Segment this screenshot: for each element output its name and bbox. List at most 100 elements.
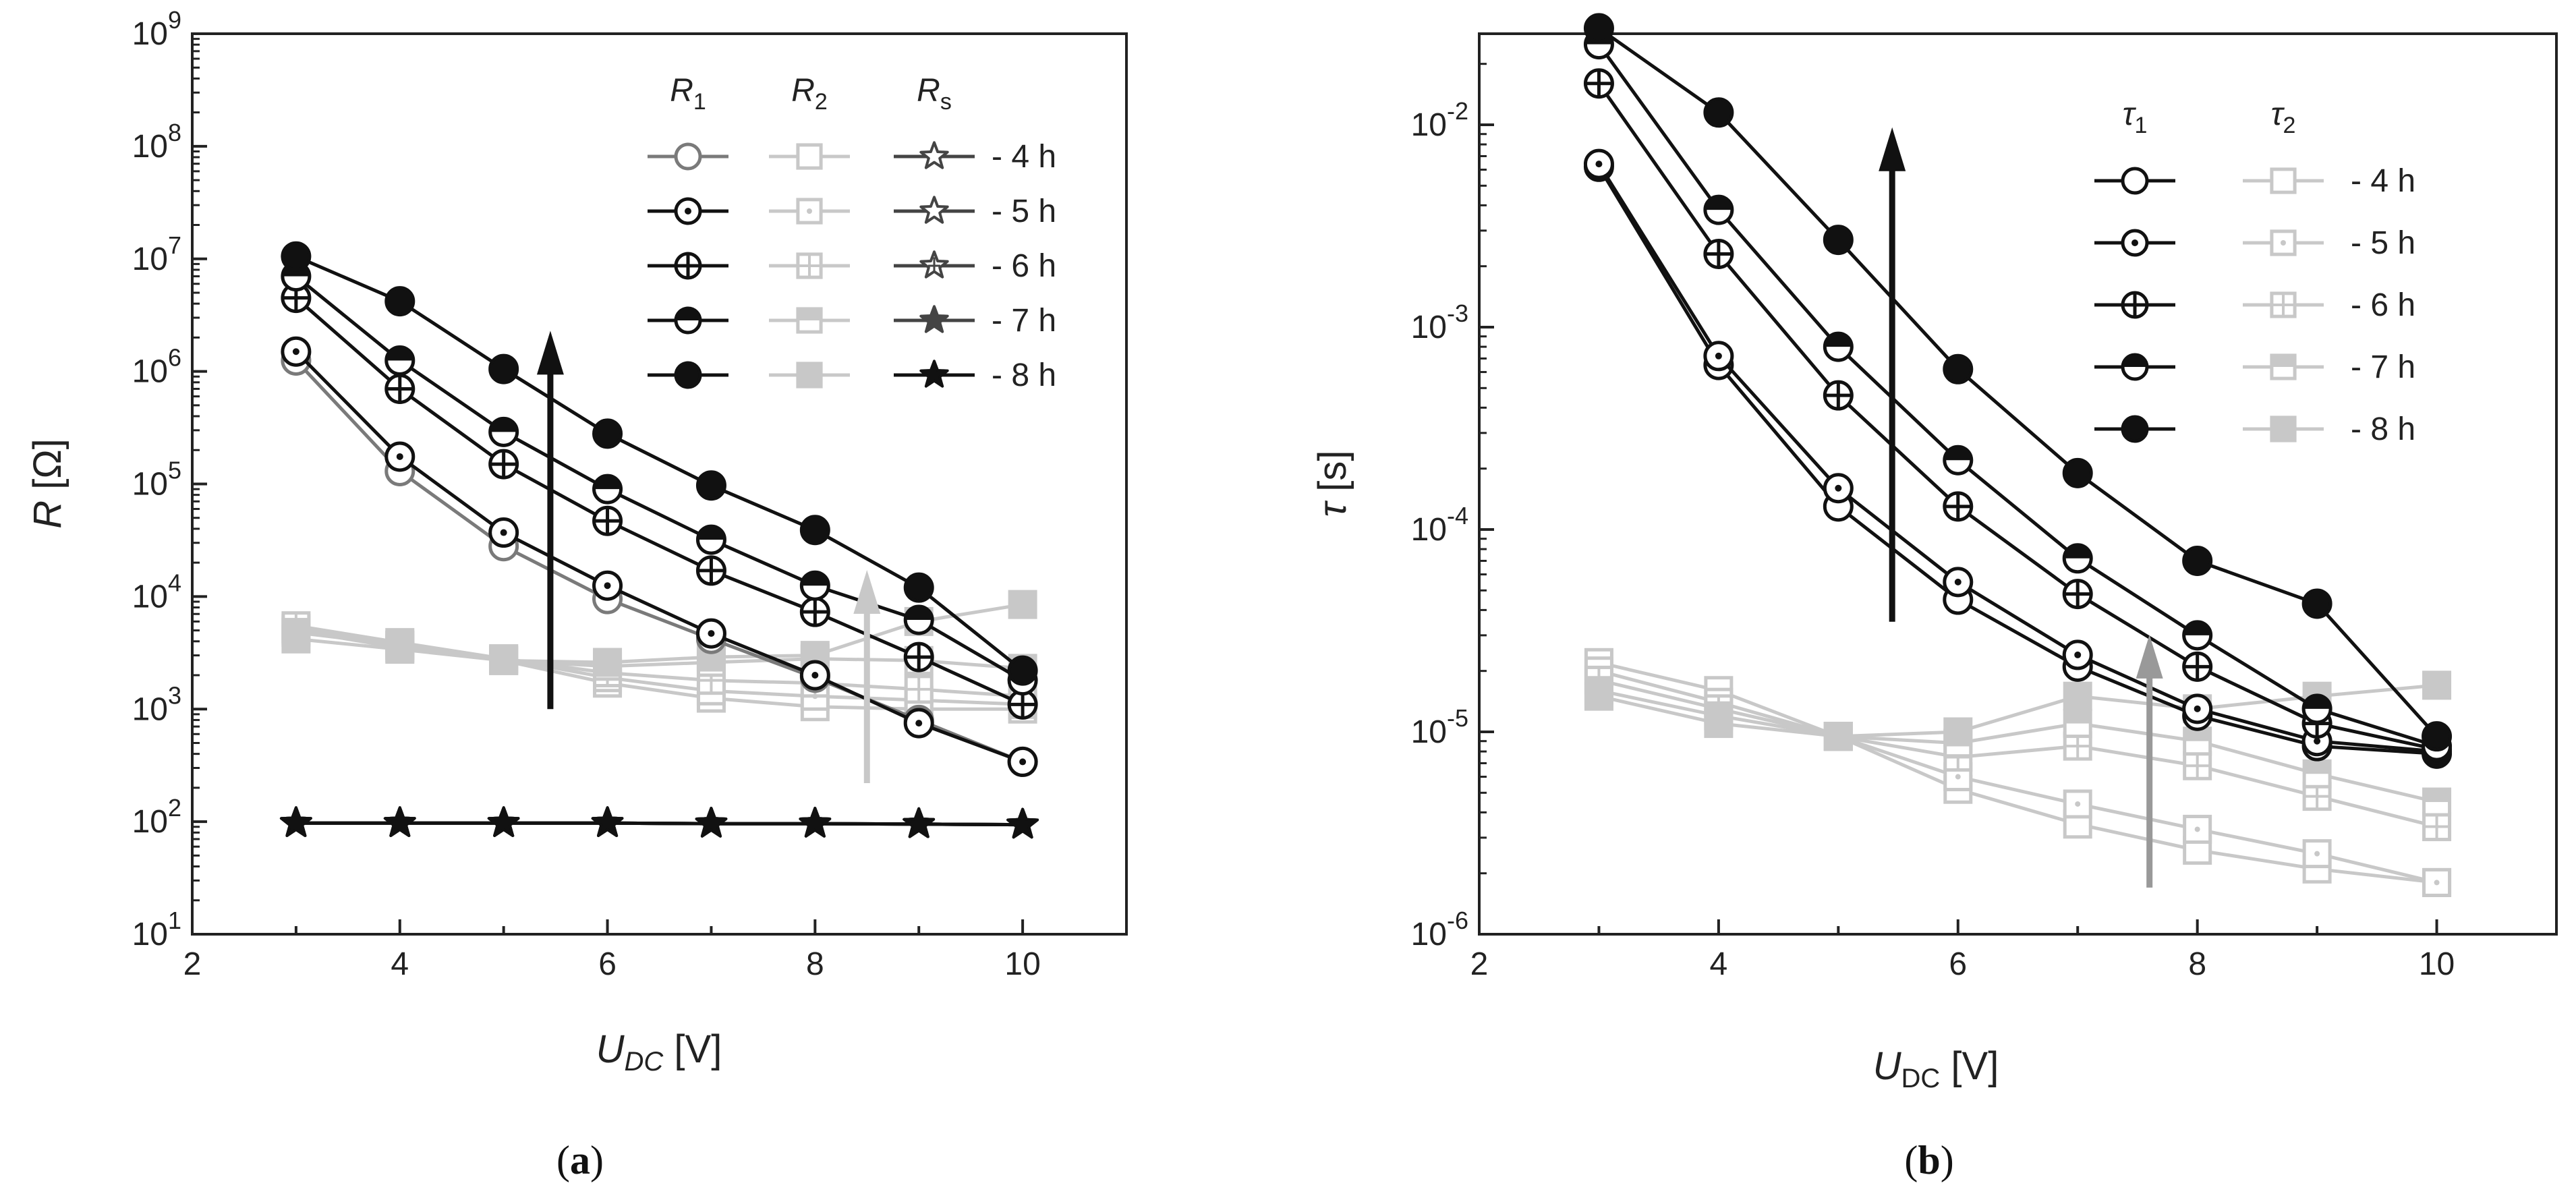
legend-marker [796,198,823,225]
data-point [695,524,726,555]
y-tick-label: 109 [132,6,181,52]
data-point [281,624,311,654]
plot-frame-b [1478,32,2558,936]
caption-a: (a) [556,1138,604,1182]
legend-marker [919,250,949,279]
data-point [2063,789,2092,819]
data-point [1943,567,1974,598]
data-point [2182,545,2213,576]
legend-marker [2270,353,2297,380]
legend-label: - 5 h [992,194,1056,229]
series-line [295,624,1023,698]
data-point [1823,380,1854,411]
x-tick-label: 2 [1470,946,1489,982]
series-line [295,275,1024,682]
legend-label: - 8 h [992,357,1056,393]
legend-marker [919,360,949,388]
data-point [2301,588,2332,619]
legend-marker [796,143,823,170]
data-point [488,449,519,480]
x-tick-label: 10 [1004,946,1040,982]
x-tick-label: 6 [598,946,617,982]
data-point [1823,722,1853,751]
data-point [1008,590,1037,619]
data-point [489,646,519,675]
data-point [2062,457,2093,488]
series-line [295,602,1023,664]
legend-column-header: R1 [670,73,706,115]
data-point [904,675,934,704]
data-point [903,708,934,739]
data-point [2422,787,2452,817]
y-tick-label: 107 [132,231,181,277]
series-line [1597,26,2438,738]
legend-label: - 6 h [2351,287,2415,323]
data-point [2062,579,2093,610]
series-line [1598,669,2438,884]
x-axis-label-a: UDC [V] [596,1027,722,1077]
series-line [1597,166,2437,755]
legend-marker [674,142,702,171]
data-point [488,353,519,384]
data-point [1823,225,1854,256]
data-point [2182,693,2213,724]
panel-a: 2 4 6 8 10 101 102 103 104 105 106 107 108 109 R1 R2 Rs… [26,6,1128,1182]
series-line [1597,43,2438,748]
data-point [2063,709,2092,739]
y-axis-label-a: R [Ω] [26,438,69,529]
data-point [2182,651,2213,682]
data-point [383,806,416,837]
legend-marker [919,305,949,333]
data-point [2062,639,2093,670]
x-axis-label-b: UDC [V] [1873,1044,1999,1093]
data-point [695,555,726,586]
legend-marker [2121,291,2149,319]
data-point [2422,812,2452,842]
data-point [1943,353,1974,384]
x-tick-label: 10 [2419,946,2455,982]
data-point [592,474,623,505]
data-point [488,416,519,447]
trend-arrow-head [2136,634,2163,679]
data-point [1703,341,1734,372]
data-point [799,515,830,546]
legend-marker [2121,229,2149,257]
axis-ticks-a: 2 4 6 8 10 101 102 103 104 105 106 107 108 109 [132,6,1128,982]
data-point [592,570,623,601]
data-point [487,806,520,837]
trend-arrow-head [536,331,564,375]
trend-arrow-head [1879,127,1906,171]
data-point [903,572,934,603]
legend-marker [2121,415,2149,443]
series-group-a [280,241,1039,839]
data-point [1823,473,1854,504]
panel-b: 2 4 6 8 10 10-6 10-5 10-4 10-3 10-2 τ1 τ2 - 4 h - 5 … [1311,13,2558,1182]
data-point [2422,721,2453,752]
data-point [2182,620,2213,651]
data-point [488,517,519,548]
data-point [903,807,936,838]
series-line [1597,82,2438,751]
data-point [281,336,312,367]
x-tick-label: 8 [2188,946,2206,982]
x-tick-label: 8 [806,946,824,982]
data-point [280,806,312,837]
y-tick-label: 102 [132,794,181,840]
legend-marker [796,252,823,279]
data-point [2183,726,2212,756]
legend-column-header: Rs [917,73,952,115]
data-point [695,470,726,501]
legend-marker [674,361,702,389]
data-point [593,648,623,677]
legend-label: - 4 h [2351,163,2415,199]
data-point [1943,717,1973,747]
data-point [2302,759,2332,789]
data-point [2183,751,2212,780]
legend-marker [2270,416,2297,442]
x-tick-label: 6 [1949,946,1967,982]
series-line [295,254,1024,672]
legend-a: R1 R2 Rs - 4 h - 5 h - 6 h - 7 h - 8 h [648,73,1056,393]
series-line [295,631,1023,670]
series-line [1597,163,2437,753]
y-tick-label: 104 [132,569,181,614]
